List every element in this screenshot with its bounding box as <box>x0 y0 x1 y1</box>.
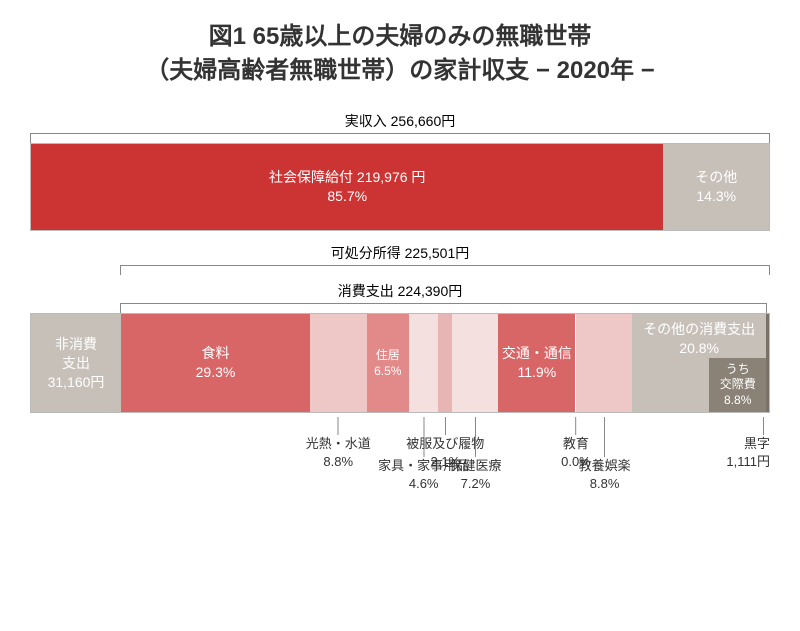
chart-title: 図1 65歳以上の夫婦のみの無職世帯 （夫婦高齢者無職世帯）の家計収支 − 20… <box>30 20 770 87</box>
income-bar: 社会保障給付 219,976 円85.7%その他14.3% <box>30 143 770 231</box>
expense-segment-food: 食料29.3% <box>121 314 310 412</box>
expense-segment-transport: 交通・通信11.9% <box>498 314 575 412</box>
expense-bar: 非消費支出31,160円食料29.3% 住居6.5% 交通・通信11.9% その他の消… <box>30 313 770 413</box>
expense-segment-clothing <box>438 314 452 412</box>
title-line-2: （夫婦高齢者無職世帯）の家計収支 − 2020年 − <box>30 54 770 88</box>
income-segment-0: 社会保障給付 219,976 円85.7% <box>31 144 663 230</box>
callout-health: 保健医療7.2% <box>449 417 501 492</box>
disposable-bracket-line <box>120 265 770 275</box>
expense-segment-housing: 住居6.5% <box>367 314 409 412</box>
callout-recreation: 教養娯楽8.8% <box>579 417 631 492</box>
title-line-1: 図1 65歳以上の夫婦のみの無職世帯 <box>30 20 770 54</box>
expense-bracket-label: 消費支出 224,390円 <box>30 281 770 301</box>
expense-callouts: 光熱・水道8.8%家具・家事用品4.6%被服及び履物2.1%保健医療7.2%教育… <box>30 417 770 537</box>
disposable-bracket-label: 可処分所得 225,501円 <box>30 243 770 263</box>
callout-surplus: 黒字1,111円 <box>726 417 770 470</box>
income-bracket: 実収入 256,660円 <box>30 111 770 143</box>
chart-area: 実収入 256,660円 社会保障給付 219,976 円85.7%その他14.… <box>30 111 770 537</box>
income-segment-1: その他14.3% <box>663 144 769 230</box>
expense-bracket-line <box>120 303 767 313</box>
expense-segment-utility <box>310 314 367 412</box>
expense-segment-nonconsume: 非消費支出31,160円 <box>31 314 121 412</box>
expense-segment-other: その他の消費支出20.8%うち交際費8.8% <box>632 314 766 412</box>
income-bracket-label: 実収入 256,660円 <box>30 111 770 131</box>
expense-segment-surplus <box>766 314 769 412</box>
callout-utility: 光熱・水道8.8% <box>306 417 371 470</box>
disposable-bracket: 可処分所得 225,501円 <box>30 243 770 275</box>
expense-segment-recreation <box>576 314 633 412</box>
expense-nested-other: うち交際費8.8% <box>709 358 765 412</box>
expense-segment-health <box>452 314 498 412</box>
expense-segment-furniture <box>409 314 439 412</box>
income-bracket-line <box>30 133 770 143</box>
expense-bracket: 消費支出 224,390円 <box>30 281 770 313</box>
